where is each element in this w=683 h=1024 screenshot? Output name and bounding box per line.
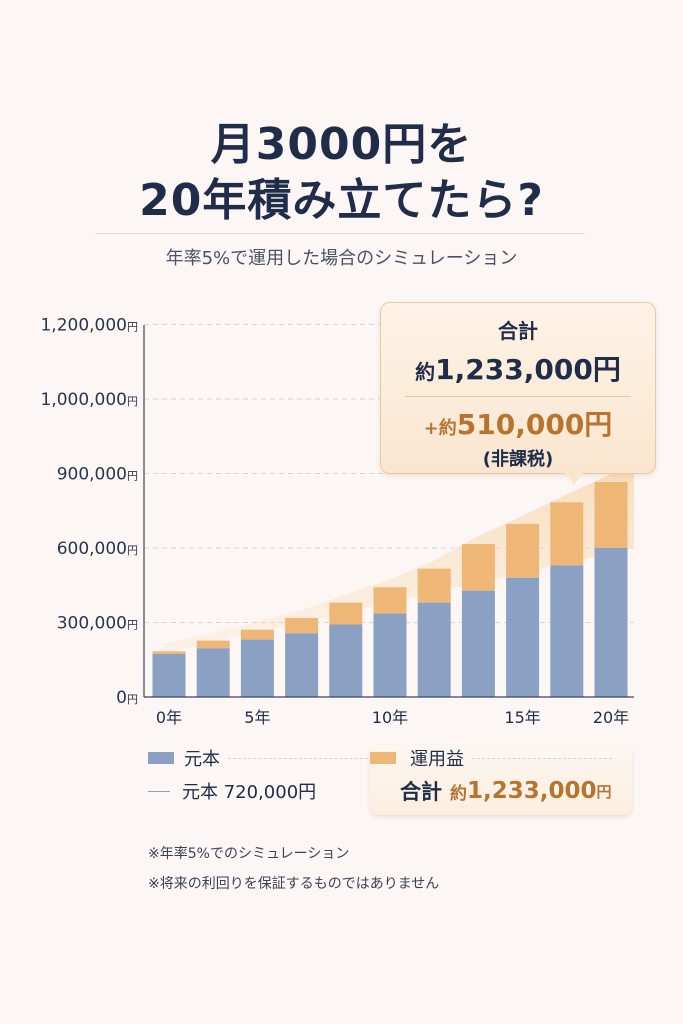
y-tick-label: 1,000,000円: [40, 390, 138, 410]
bar-profit: [550, 502, 584, 566]
legend-total-box: [370, 745, 632, 815]
profit-swatch: [370, 752, 396, 764]
bar-profit: [373, 587, 407, 614]
bar-principal: [285, 633, 319, 697]
bar-profit: [285, 618, 319, 634]
bar-profit: [417, 568, 451, 603]
divider: [95, 233, 585, 234]
legend-profit: 運用益: [370, 745, 612, 771]
bar-principal: [461, 590, 495, 697]
legend-dash: [472, 757, 612, 759]
x-tick-label: 0年: [156, 708, 182, 727]
callout-total-prefix: 約: [415, 360, 436, 384]
title-line-1: 月3000円を: [210, 119, 473, 170]
note-2: ※将来の利回りを保証するものではありません: [148, 876, 440, 892]
bar-principal: [152, 654, 186, 697]
principal-total-label: 元本 720,000円: [182, 782, 317, 803]
x-tick-label: 15年: [504, 708, 540, 727]
bar-profit: [594, 481, 628, 548]
bar-principal: [417, 602, 451, 697]
legend-profit-label: 運用益: [410, 749, 464, 770]
callout-gain-prefix: +約: [423, 418, 457, 439]
bar-principal: [594, 548, 628, 697]
bar-profit: [196, 640, 230, 649]
y-tick-label: 300,000円: [57, 614, 138, 634]
bar-principal: [506, 577, 540, 697]
y-tick-label: 0円: [116, 688, 138, 708]
subtitle: 年率5%で運用した場合のシミュレーション: [165, 248, 518, 269]
title-line-2: 20年積み立てたら?: [139, 175, 544, 226]
legend-principal-total: 元本 720,000円: [148, 778, 316, 804]
legend-sum-unit: 円: [596, 782, 612, 801]
bar-profit: [240, 629, 274, 640]
callout-tax-note: (非課税): [482, 449, 554, 470]
callout-total-value: 1,233,000円: [435, 353, 621, 386]
callout-gain-value: 510,000円: [456, 408, 613, 441]
callout-label: 合計: [498, 319, 538, 343]
y-tick-label: 900,000円: [57, 465, 138, 485]
bar-principal: [550, 565, 584, 697]
x-tick-label: 20年: [593, 708, 629, 727]
y-tick-label: 1,200,000円: [40, 316, 138, 336]
bar-principal: [240, 639, 274, 697]
x-tick-label: 10年: [372, 708, 408, 727]
x-tick-label: 5年: [244, 708, 270, 727]
legend-sum-prefix: 約: [450, 783, 467, 804]
bar-profit: [461, 544, 495, 591]
y-tick-label: 600,000円: [57, 539, 138, 559]
legend-sum-value: 1,233,000: [467, 778, 597, 804]
callout-total: 約1,233,000円: [381, 348, 655, 388]
legend-principal-label: 元本: [184, 749, 220, 770]
legend-principal: 元本: [148, 745, 378, 771]
callout-gain: +約510,000円: [381, 403, 655, 443]
bar-principal: [373, 613, 407, 697]
bar-principal: [196, 648, 230, 697]
legend-sum: 合計 約 1,233,000 円: [400, 776, 612, 806]
legend-dash: [228, 757, 378, 759]
principal-line-icon: [148, 790, 170, 792]
principal-swatch: [148, 752, 174, 764]
legend-sum-label: 合計: [400, 780, 442, 804]
callout-separator: [405, 396, 631, 397]
bar-profit: [329, 602, 363, 625]
note-1: ※年率5%でのシミュレーション: [148, 846, 350, 862]
bar-profit: [152, 651, 186, 655]
total-callout: 合計 約1,233,000円 +約510,000円 (非課税): [380, 302, 656, 485]
stacked-bar-chart: 0円 300,000円 600,000円 900,000円 1,000,000円 1,20…: [40, 316, 634, 727]
bar-principal: [329, 624, 363, 697]
bar-profit: [506, 523, 540, 578]
